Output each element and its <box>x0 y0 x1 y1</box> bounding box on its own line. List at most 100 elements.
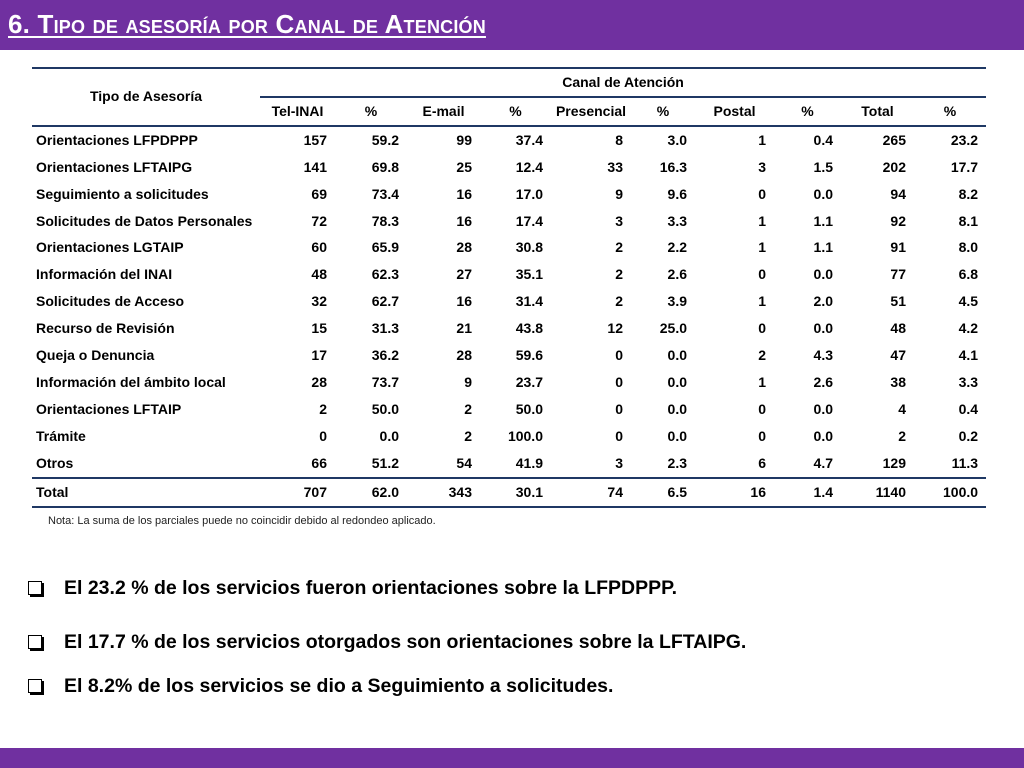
table-cell: 91 <box>890 239 906 256</box>
table-cell: 0.2 <box>958 427 979 444</box>
row-label: Orientaciones LFTAIPG <box>36 158 193 175</box>
table-cell: 9.6 <box>667 185 687 202</box>
table-cell: 78.3 <box>371 212 399 229</box>
table-cell: 0 <box>758 400 766 417</box>
header-col: E-mail <box>407 96 480 127</box>
table-row: Queja o Denuncia 17 36.2 28 59.6 0 0.0 2 4.3 47 4.… <box>32 342 986 369</box>
table-cell: 2 <box>615 293 623 310</box>
table-row: Orientaciones LGTAIP 60 65.9 28 30.8 2 2.2 1 1.1… <box>32 234 986 261</box>
header-col: Total <box>841 96 914 127</box>
table-cell: 0 <box>615 347 623 364</box>
table-cell: 59.2 <box>371 131 399 148</box>
table-cell: 2 <box>898 427 906 444</box>
row-label: Queja o Denuncia <box>36 347 155 364</box>
table-cell: 17.0 <box>515 185 543 202</box>
table-cell: 1.1 <box>813 212 833 229</box>
header-col: Presencial <box>551 96 631 127</box>
table-cell: 16 <box>750 483 766 500</box>
table-cell: 36.2 <box>371 347 399 364</box>
table-cell: 3 <box>615 212 623 229</box>
table-cell: 47 <box>890 347 906 364</box>
table-cell: 11.3 <box>951 454 979 471</box>
table-cell: 4.5 <box>958 293 979 310</box>
row-label: Información del ámbito local <box>36 373 226 390</box>
page-title: 6. Tipo de asesoría por Canal de Atenció… <box>8 9 486 39</box>
table-cell: 74 <box>607 483 623 500</box>
table-cell: 0.0 <box>813 185 833 202</box>
table-cell: 1 <box>758 131 766 148</box>
table-cell: 6 <box>758 454 766 471</box>
table-cell: 0.0 <box>667 373 687 390</box>
bullet-list: El 23.2 % de los servicios fueron orient… <box>24 566 746 708</box>
table-cell: 4 <box>898 400 906 417</box>
table-cell: 59.6 <box>515 347 543 364</box>
table-cell: 62.0 <box>371 483 399 500</box>
table-cell: 0 <box>615 427 623 444</box>
table-cell: 33 <box>607 158 623 175</box>
table-cell: 3 <box>615 454 623 471</box>
table-cell: 0.0 <box>813 427 833 444</box>
table-cell: 94 <box>890 185 906 202</box>
table-cell: 202 <box>882 158 906 175</box>
bullet-text: El 8.2% de los servicios se dio a Seguim… <box>64 674 614 697</box>
table-cell: 38 <box>890 373 906 390</box>
table-cell: 27 <box>456 266 472 283</box>
row-label: Información del INAI <box>36 266 173 283</box>
table-cell: 31.3 <box>371 320 399 337</box>
table-cell: 343 <box>448 483 472 500</box>
bullet-item: El 17.7 % de los servicios otorgados son… <box>24 620 746 664</box>
table-cell: 2.3 <box>667 454 687 471</box>
table-cell: 1 <box>758 293 766 310</box>
table-cell: 0.0 <box>813 320 833 337</box>
table-cell: 3.9 <box>667 293 687 310</box>
table-cell: 157 <box>303 131 327 148</box>
table-cell: 3.0 <box>667 131 687 148</box>
header-col: % <box>774 96 841 127</box>
table-cell: 0.0 <box>813 266 833 283</box>
table-cell: 35.1 <box>515 266 543 283</box>
table-cell: 16 <box>456 185 472 202</box>
header-col: % <box>335 96 407 127</box>
table-cell: 51.2 <box>371 454 399 471</box>
row-label: Orientaciones LGTAIP <box>36 239 184 256</box>
table-cell: 2.0 <box>813 293 833 310</box>
table-cell: 0 <box>758 320 766 337</box>
table-cell: 2 <box>319 400 327 417</box>
row-label: Orientaciones LFPDPPP <box>36 131 198 148</box>
table-cell: 15 <box>311 320 327 337</box>
table-cell: 1.1 <box>813 239 833 256</box>
row-label: Trámite <box>36 427 86 444</box>
table-row: Información del ámbito local 28 73.7 9 23.7 0… <box>32 369 986 396</box>
bullet-item: El 23.2 % de los servicios fueron orient… <box>24 566 746 610</box>
table-cell: 51 <box>890 293 906 310</box>
table-cell: 50.0 <box>515 400 543 417</box>
table-cell: 1.5 <box>813 158 833 175</box>
table-cell: 8.2 <box>958 185 979 202</box>
table-cell: 0.0 <box>813 400 833 417</box>
header-col: % <box>914 96 987 127</box>
checkbox-bullet-icon <box>28 679 42 693</box>
table-cell: 0 <box>615 373 623 390</box>
table-cell: 16 <box>456 293 472 310</box>
table-cell: 17.7 <box>950 158 979 175</box>
footer-bar <box>0 748 1024 768</box>
data-table: Tipo de Asesoría Canal de Atención Tel-I… <box>32 67 987 508</box>
table-cell: 4.3 <box>813 347 833 364</box>
table-row: Otros 66 51.2 54 41.9 3 2.3 6 4.7 129 11.3 <box>32 450 986 478</box>
table-body: Orientaciones LFPDPPP 157 59.2 99 37.4 8 3.0 1 0… <box>32 126 987 507</box>
table-cell: 0.0 <box>667 427 687 444</box>
table-cell: 41.9 <box>515 454 543 471</box>
table-cell: 50.0 <box>371 400 399 417</box>
table-cell: 6.5 <box>667 483 687 500</box>
table-cell: 60 <box>311 239 327 256</box>
header-col: % <box>631 96 695 127</box>
table-cell: 32 <box>311 293 327 310</box>
table-cell: 12.4 <box>515 158 543 175</box>
table-cell: 0.0 <box>667 400 687 417</box>
table-cell: 0 <box>319 427 327 444</box>
table-cell: 73.7 <box>371 373 399 390</box>
table-row: Información del INAI 48 62.3 27 35.1 2 2.6 0 0.0… <box>32 261 986 288</box>
table-cell: 100.0 <box>507 427 543 444</box>
row-label: Solicitudes de Acceso <box>36 293 185 310</box>
table-cell: 4.7 <box>813 454 833 471</box>
